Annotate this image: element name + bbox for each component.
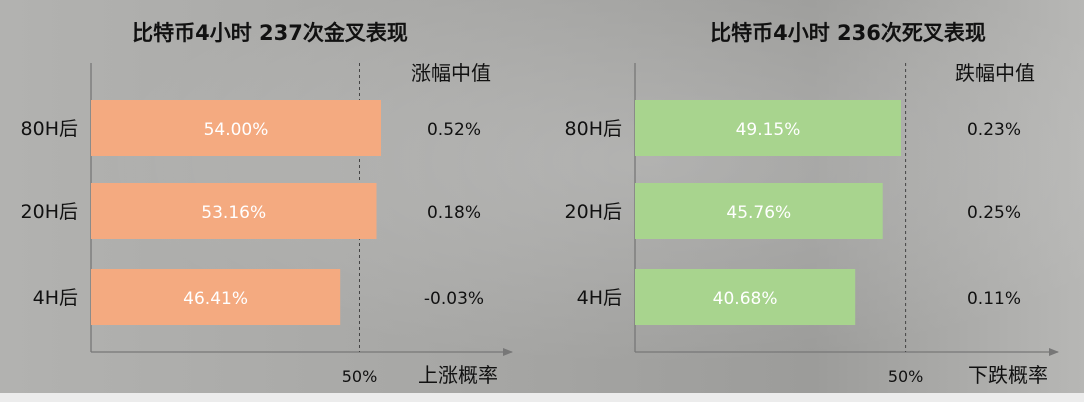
chart-title: 比特币4小时 237次金叉表现 <box>132 21 408 45</box>
category-label-4h: 4H后 <box>577 287 622 309</box>
bar-label-80h: 54.00% <box>204 120 269 140</box>
median-value-20h: 0.25% <box>967 203 1021 223</box>
reference-tick-label: 50% <box>888 367 924 386</box>
category-label-80h: 80H后 <box>565 118 622 140</box>
bar-label-20h: 45.76% <box>726 203 791 223</box>
bar-80h <box>635 100 901 156</box>
x-axis-label: 上涨概率 <box>418 363 498 387</box>
bar-20h <box>91 183 377 239</box>
bar-4h <box>91 269 341 325</box>
bar-label-80h: 49.15% <box>736 120 801 140</box>
bottom-strip <box>0 393 1084 402</box>
chart-title: 比特币4小时 236次死叉表现 <box>710 21 986 45</box>
median-value-20h: 0.18% <box>427 203 481 223</box>
category-label-80h: 80H后 <box>21 118 78 140</box>
bar-label-4h: 40.68% <box>713 289 778 309</box>
side-header: 跌幅中值 <box>955 61 1035 85</box>
median-value-4h: 0.11% <box>967 289 1021 309</box>
category-label-4h: 4H后 <box>33 287 78 309</box>
bar-4h <box>635 269 856 325</box>
x-axis-label: 下跌概率 <box>968 363 1048 387</box>
bar-label-20h: 53.16% <box>201 203 266 223</box>
bar-20h <box>635 183 883 239</box>
category-label-20h: 20H后 <box>21 201 78 223</box>
bar-label-4h: 46.41% <box>183 289 248 309</box>
median-value-4h: -0.03% <box>424 289 484 309</box>
side-header: 涨幅中值 <box>411 61 491 85</box>
bar-80h <box>91 100 381 156</box>
category-label-20h: 20H后 <box>565 201 622 223</box>
median-value-80h: 0.52% <box>427 120 481 140</box>
chart-golden-cross: 比特币4小时 237次金叉表现 涨幅中值 54.00% 53.16% 46.41… <box>21 21 513 387</box>
reference-tick-label: 50% <box>342 367 378 386</box>
median-value-80h: 0.23% <box>967 120 1021 140</box>
chart-death-cross: 比特币4小时 236次死叉表现 跌幅中值 49.15% 45.76% 40.68… <box>565 21 1059 387</box>
